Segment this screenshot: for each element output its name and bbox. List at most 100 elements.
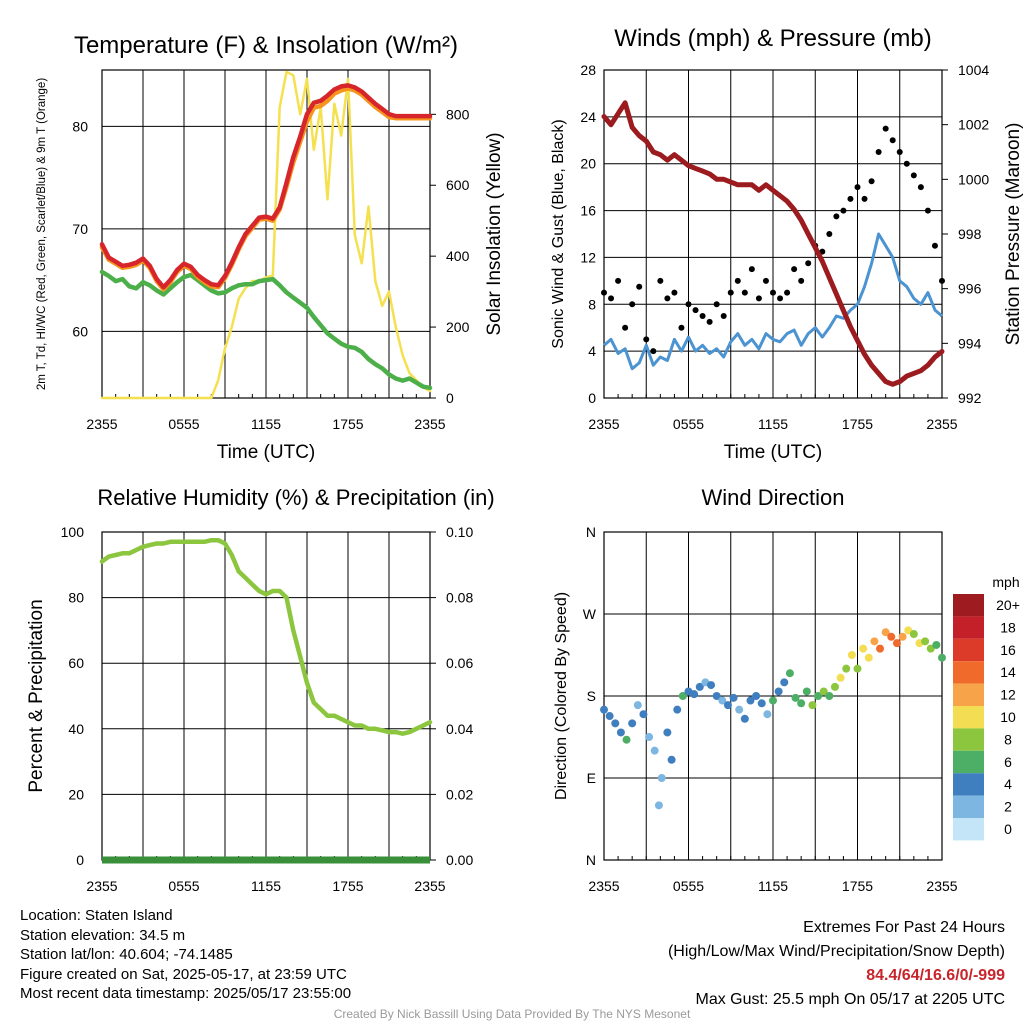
winds-gust-point	[692, 307, 699, 314]
direction-point	[633, 701, 642, 710]
winds-frame	[603, 69, 943, 399]
temperature-ytick-right: 600	[446, 177, 470, 193]
humidity-ytick-right: 0.02	[446, 786, 473, 802]
winds-gust-point	[903, 160, 910, 167]
colorbar-label: 14	[1000, 664, 1016, 680]
winds-xtick-label: 2355	[588, 416, 619, 432]
direction-point	[876, 644, 885, 653]
colorbar-label: 8	[1004, 731, 1012, 747]
colorbar-label: 2	[1004, 799, 1012, 815]
direction-frame	[603, 531, 943, 861]
winds-ytick-left: 16	[580, 203, 596, 219]
direction-point	[791, 693, 800, 702]
direction-point	[864, 653, 873, 662]
colorbar-swatch	[953, 773, 984, 796]
direction-ytick: W	[583, 606, 597, 622]
temperature-xtick-label: 1755	[332, 416, 363, 432]
colorbar-swatch	[953, 706, 984, 729]
direction-point	[859, 644, 868, 653]
direction-xtick-label: 1155	[758, 878, 788, 894]
max-gust: Max Gust: 25.5 mph On 05/17 at 2205 UTC	[695, 991, 1006, 1008]
humidity-ytick-right: 0.06	[446, 655, 473, 671]
winds-gust-point	[784, 289, 791, 296]
direction-ytick: E	[587, 770, 596, 786]
winds-gust-point	[713, 301, 720, 308]
direction-point	[853, 664, 862, 673]
winds-gust-point	[805, 260, 812, 267]
direction-point	[932, 640, 941, 649]
colorbar-label: 18	[1000, 619, 1016, 635]
temperature-ylabel-right: Solar Insolation (Yellow)	[484, 132, 505, 335]
humidity-xtick-label: 0555	[168, 878, 199, 894]
direction-point	[650, 746, 659, 755]
credit-line: Created By Nick Bassill Using Data Provi…	[333, 1007, 691, 1021]
winds-ytick-left: 0	[588, 390, 596, 406]
colorbar-label: 16	[1000, 642, 1016, 658]
winds-gust-point	[720, 313, 727, 319]
direction-point	[654, 801, 663, 810]
colorbar-swatch	[953, 683, 984, 706]
temperature-xtick-label: 0555	[168, 416, 199, 432]
direction-point	[657, 774, 666, 782]
winds-gust-point	[861, 195, 868, 202]
direction-point	[645, 733, 654, 741]
direction-point	[836, 673, 845, 682]
temperature-xtick-label: 2355	[414, 416, 445, 432]
station-latlon: Station lat/lon: 40.604; -74.1485	[20, 946, 233, 963]
colorbar-swatch	[953, 638, 984, 662]
temperature-series-td	[99, 269, 433, 391]
winds-gust-point	[678, 324, 685, 331]
winds-ytick-left: 24	[580, 109, 596, 125]
temperature-frame	[101, 69, 431, 399]
direction-xtick-label: 2355	[926, 878, 957, 894]
humidity-ytick-left: 80	[68, 590, 84, 606]
winds-gust-point	[657, 277, 664, 284]
winds-gust-point	[734, 277, 741, 284]
direction-point	[740, 714, 749, 723]
winds-ytick-right: 1002	[958, 117, 989, 133]
winds-xlabel: Time (UTC)	[724, 442, 823, 463]
colorbar-swatch	[953, 795, 984, 818]
winds-series-sonic-wind	[603, 232, 943, 371]
direction-point	[628, 719, 637, 728]
humidity-xtick-label: 2355	[414, 878, 445, 894]
direction-point	[763, 710, 772, 719]
temperature-ytick-left: 70	[72, 221, 88, 237]
humidity-ytick-left: 40	[68, 721, 84, 737]
temperature-ytick-left: 80	[72, 118, 88, 134]
humidity-ytick-left: 0	[76, 852, 84, 868]
winds-ytick-right: 992	[958, 390, 982, 406]
colorbar-swatch	[953, 616, 984, 639]
temperature-ytick-right: 0	[446, 390, 454, 406]
winds-gust-point	[917, 184, 924, 191]
winds-gust-point	[826, 231, 833, 237]
direction-point	[616, 728, 625, 737]
direction-point	[757, 699, 766, 708]
winds-gust-point	[840, 207, 847, 214]
direction-point	[712, 692, 721, 700]
direction-point	[785, 669, 794, 678]
temperature-ytick-left: 60	[72, 323, 88, 339]
direction-point	[663, 728, 672, 737]
humidity-xtick-label: 1755	[332, 878, 363, 894]
temperature-ytick-right: 200	[446, 319, 470, 335]
direction-point	[847, 651, 856, 659]
direction-point	[718, 696, 727, 705]
recent-timestamp: Most recent data timestamp: 2025/05/17 2…	[20, 985, 352, 1002]
direction-point	[605, 712, 614, 721]
direction-point	[667, 755, 676, 764]
winds-xtick-label: 2355	[926, 416, 957, 432]
humidity-ytick-left: 60	[68, 655, 84, 671]
winds-gust-point	[889, 137, 896, 144]
extremes-panel: Extremes For Past 24 Hours (High/Low/Max…	[668, 916, 1005, 1012]
winds-ytick-right: 998	[958, 226, 982, 242]
winds-gust-point	[629, 301, 636, 308]
extremes-subheading: (High/Low/Max Wind/Precipitation/Snow De…	[667, 943, 1005, 960]
direction-point	[898, 632, 907, 641]
direction-point	[690, 690, 699, 699]
winds-xtick-label: 1755	[842, 416, 873, 432]
winds-gust-point	[847, 195, 854, 202]
winds-gust-point	[650, 348, 657, 355]
colorbar-swatch	[953, 818, 984, 841]
